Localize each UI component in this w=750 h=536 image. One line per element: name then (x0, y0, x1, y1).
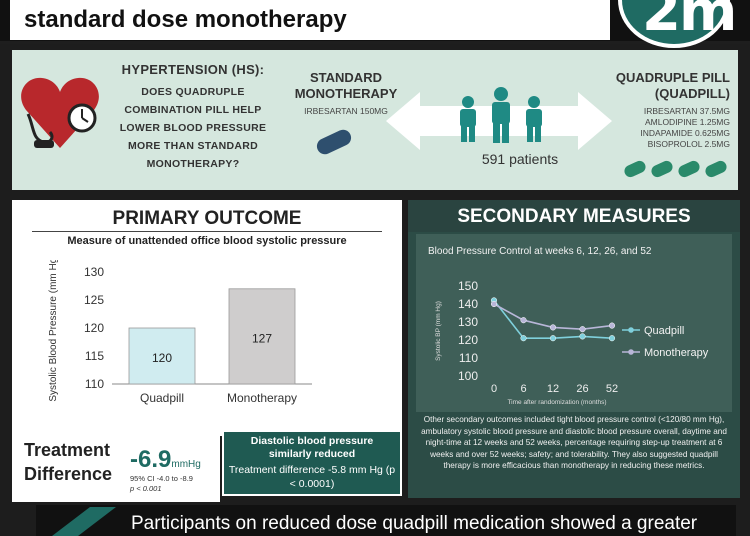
y-tick-label: 110 (85, 377, 104, 391)
data-point (549, 335, 557, 342)
hs-question-line: MONOTHERAPY? (146, 158, 240, 170)
patient-count: 591 patients (481, 151, 559, 167)
series-line (493, 299, 613, 339)
primary-title: PRIMARY OUTCOME (112, 208, 302, 229)
data-point (579, 326, 586, 333)
difference-unit: mmHg (171, 459, 201, 470)
hs-question-line: LOWER BLOOD PRESSURE (119, 122, 267, 134)
header-bar: standard dose monotherapy 2m (0, 0, 750, 48)
diastolic-panel: Diastolic blood pressure similarly reduc… (222, 430, 402, 496)
x-tick-label: 12 (547, 383, 559, 395)
y-tick-label: 140 (458, 297, 478, 311)
secondary-measures-panel: SECONDARY MEASURES Blood Pressure Contro… (408, 200, 740, 498)
study-overview-panel: HYPERTENSION (HS): DOES QUADRUPLE COMBIN… (12, 50, 738, 190)
data-point (520, 335, 527, 342)
x-tick-label: 26 (576, 383, 588, 395)
standard-arm-dose: IRBESARTAN 150MG (304, 106, 388, 116)
y-tick-label: 110 (459, 351, 478, 365)
data-point (579, 333, 586, 340)
data-point (490, 300, 498, 308)
data-point (608, 335, 616, 342)
quadpill-doses: IRBESARTAN 37.5MG AMLODIPINE 1.25MG INDA… (608, 106, 730, 150)
dose-line: IRBESARTAN 37.5MG (643, 106, 730, 116)
logo-circle: 2m (622, 0, 737, 44)
patients-group-icon (460, 87, 542, 143)
x-tick-label: 6 (520, 383, 526, 395)
secondary-title-bar: SECONDARY MEASURES (408, 200, 740, 232)
quad-capsules-icon (624, 160, 727, 178)
stethoscope-icon (52, 507, 116, 536)
dose-line: INDAPAMIDE 0.625MG (640, 128, 730, 138)
bar-value-label: 127 (252, 331, 272, 345)
data-point (520, 317, 527, 324)
hs-title: HYPERTENSION (HS): (121, 62, 265, 77)
data-point (549, 324, 557, 331)
quadpill-arm-title: QUADRUPLE PILL (QUADPILL) (615, 70, 730, 101)
capsule-icon (316, 129, 352, 155)
p-value: p < 0.001 (130, 484, 162, 493)
primary-outcome-panel: PRIMARY OUTCOME Measure of unattended of… (12, 200, 402, 436)
primary-bar-chart: Systolic Blood Pressure (mm Hg) 110 115 120… (48, 260, 312, 405)
bar (128, 327, 196, 385)
x-tick-label: Monotherapy (227, 391, 297, 405)
y-tick-label: 100 (458, 369, 478, 383)
treatment-difference-value: -6.9mmHg (130, 446, 201, 474)
x-tick-label: 0 (491, 383, 497, 395)
secondary-chart-box: Blood Pressure Control at weeks 6, 12, 2… (416, 234, 732, 412)
page-title: standard dose monotherapy (24, 6, 347, 33)
y-tick-label: 130 (458, 315, 478, 329)
legend-marker (628, 327, 634, 333)
y-tick-label: 120 (84, 321, 104, 335)
dose-line: BISOPROLOL 2.5MG (647, 139, 730, 149)
y-tick-label: 115 (85, 349, 104, 363)
legend-marker (628, 349, 634, 355)
hs-question-line: MORE THAN STANDARD (127, 140, 259, 152)
title-banner: standard dose monotherapy (10, 0, 610, 40)
bp-control-line-chart: Blood Pressure Control at weeks 6, 12, 2… (428, 246, 709, 406)
y-tick-label: 125 (84, 293, 104, 307)
bar (228, 288, 296, 385)
diastolic-heading: Diastolic blood pressure similarly reduc… (250, 435, 374, 460)
bar-value-label: 120 (152, 351, 172, 365)
treatment-difference-panel: Treatment Difference -6.9mmHg 95% CI -4.… (12, 430, 220, 502)
treatment-difference-title: Treatment Difference (24, 440, 113, 484)
logo-text: 2m (642, 0, 737, 44)
conclusion-text: Participants on reduced dose quadpill me… (131, 513, 698, 534)
primary-subtitle: Measure of unattended office blood systo… (67, 235, 347, 247)
standard-arm-title: STANDARD MONOTHERAPY (294, 70, 398, 101)
heart-blood-pressure-icon (21, 77, 99, 148)
x-tick-label: Quadpill (140, 391, 184, 405)
hs-question-line: COMBINATION PILL HELP (124, 104, 262, 116)
hs-question-block: HYPERTENSION (HS): DOES QUADRUPLE COMBIN… (108, 62, 278, 173)
data-point (608, 322, 616, 329)
y-axis-label: Systolic Blood Pressure (mm Hg) (48, 260, 59, 402)
conclusion-banner: Participants on reduced dose quadpill me… (36, 505, 736, 536)
difference-number: -6.9 (130, 446, 172, 473)
legend-label: Quadpill (644, 325, 684, 337)
logo: 2m (618, 0, 737, 48)
y-axis-label: Systolic BP (mm Hg) (435, 301, 442, 361)
dose-line: AMLODIPINE 1.25MG (644, 117, 730, 127)
secondary-title: SECONDARY MEASURES (457, 206, 691, 227)
ci-text: 95% CI -4.0 to -8.9 (130, 474, 193, 483)
y-tick-label: 120 (458, 333, 478, 347)
legend-label: Monotherapy (644, 347, 709, 359)
x-tick-label: 52 (606, 383, 618, 395)
divider (32, 231, 382, 232)
chart-title: Blood Pressure Control at weeks 6, 12, 2… (428, 246, 652, 257)
secondary-notes: Other secondary outcomes included tight … (421, 415, 727, 470)
y-tick-label: 150 (458, 279, 478, 293)
confidence-interval: 95% CI -4.0 to -8.9 p < 0.001 (130, 474, 193, 494)
y-tick-label: 130 (84, 265, 104, 279)
hs-question-line: DOES QUADRUPLE (141, 86, 245, 98)
diastolic-difference: Treatment difference -5.8 mm Hg (p < 0.0… (228, 464, 396, 490)
x-axis-label: Time after randomization (months) (507, 399, 606, 406)
